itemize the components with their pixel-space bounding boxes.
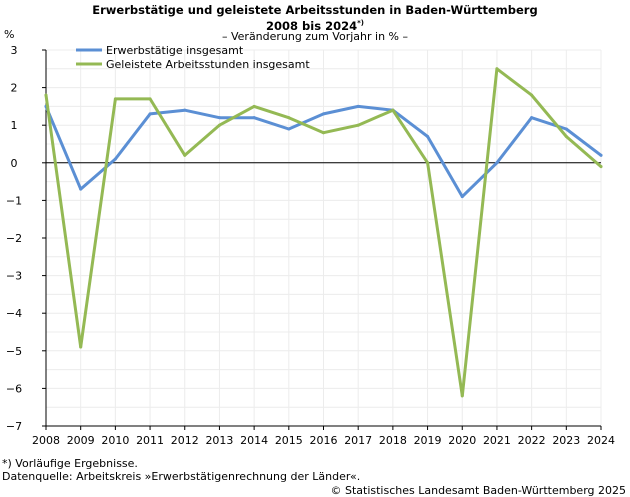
data-point [599, 165, 603, 169]
data-point [460, 394, 464, 398]
data-point [113, 97, 117, 101]
x-tick-label: 2020 [448, 434, 476, 447]
y-tick-label: 0 [11, 157, 18, 170]
y-tick-label: −2 [6, 232, 22, 245]
data-point [252, 104, 256, 108]
y-tick-label: −1 [6, 194, 22, 207]
x-tick-label: 2019 [414, 434, 442, 447]
data-point [460, 195, 464, 199]
data-point [183, 108, 187, 112]
y-tick-label: −6 [6, 382, 22, 395]
data-point [148, 97, 152, 101]
data-point [79, 187, 83, 191]
data-point [495, 161, 499, 165]
x-tick-label: 2012 [171, 434, 199, 447]
data-point [495, 67, 499, 71]
data-point [530, 116, 534, 120]
x-tick-label: 2015 [275, 434, 303, 447]
y-tick-label: −7 [6, 420, 22, 433]
tick-labels: 3 2 1 0 −1 −2 −3 −4 −5 −6 −7% 2008 2009 2010 2011 2012 2… [4, 28, 615, 447]
y-tick-label: −5 [6, 345, 22, 358]
y-axis-label: % [4, 28, 14, 41]
data-point [287, 127, 291, 131]
x-tick-label: 2018 [379, 434, 407, 447]
data-point [148, 112, 152, 116]
y-tick-label: −4 [6, 307, 22, 320]
x-tick-label: 2023 [552, 434, 580, 447]
chart-subtitle: – Veränderung zum Vorjahr in % – [221, 30, 408, 43]
x-tick-label: 2024 [587, 434, 615, 447]
x-tick-label: 2009 [67, 434, 95, 447]
x-tick-label: 2010 [101, 434, 129, 447]
data-point [113, 157, 117, 161]
data-point [322, 112, 325, 116]
x-tick-label: 2016 [310, 434, 338, 447]
y-tick-label: 2 [11, 82, 18, 95]
axes [42, 49, 602, 430]
y-tick-label: 3 [11, 44, 18, 57]
x-tick-label: 2021 [483, 434, 511, 447]
data-point [322, 131, 325, 135]
copyright: © Statistisches Landesamt Baden-Württemb… [330, 484, 626, 497]
data-point [287, 116, 291, 120]
y-tick-label: −3 [6, 270, 22, 283]
data-point [183, 153, 187, 157]
data-point [530, 93, 534, 97]
data-point [599, 153, 603, 157]
chart-title-line1: Erwerbstätige und geleistete Arbeitsstun… [92, 3, 538, 17]
grid-lines [45, 49, 602, 427]
legend-label: Erwerbstätige insgesamt [106, 44, 244, 57]
y-tick-label: 1 [11, 119, 18, 132]
data-point [426, 134, 430, 138]
data-point [426, 161, 430, 165]
title-footnote-marker: *) [357, 19, 364, 27]
data-series [44, 67, 603, 398]
chart-title: Erwerbstätige und geleistete Arbeitsstun… [0, 4, 630, 33]
x-tick-label: 2017 [344, 434, 372, 447]
data-point [252, 116, 256, 120]
footnote: *) Vorläufige Ergebnisse. [2, 457, 138, 470]
data-point [356, 123, 360, 127]
data-point [217, 116, 221, 120]
x-tick-label: 2011 [136, 434, 164, 447]
data-point [564, 127, 568, 131]
data-point [356, 104, 360, 108]
data-point [217, 123, 221, 127]
source-note: Datenquelle: Arbeitskreis »Erwerbstätige… [2, 470, 361, 483]
x-tick-label: 2013 [205, 434, 233, 447]
x-tick-label: 2008 [32, 434, 60, 447]
data-point [79, 345, 83, 349]
data-point [44, 93, 48, 97]
data-point [391, 108, 395, 112]
x-tick-label: 2022 [518, 434, 546, 447]
data-point [564, 134, 568, 138]
chart-title-line2: 2008 bis 2024 [266, 18, 358, 33]
legend-label: Geleistete Arbeitsstunden insgesamt [106, 58, 310, 71]
x-tick-label: 2014 [240, 434, 268, 447]
